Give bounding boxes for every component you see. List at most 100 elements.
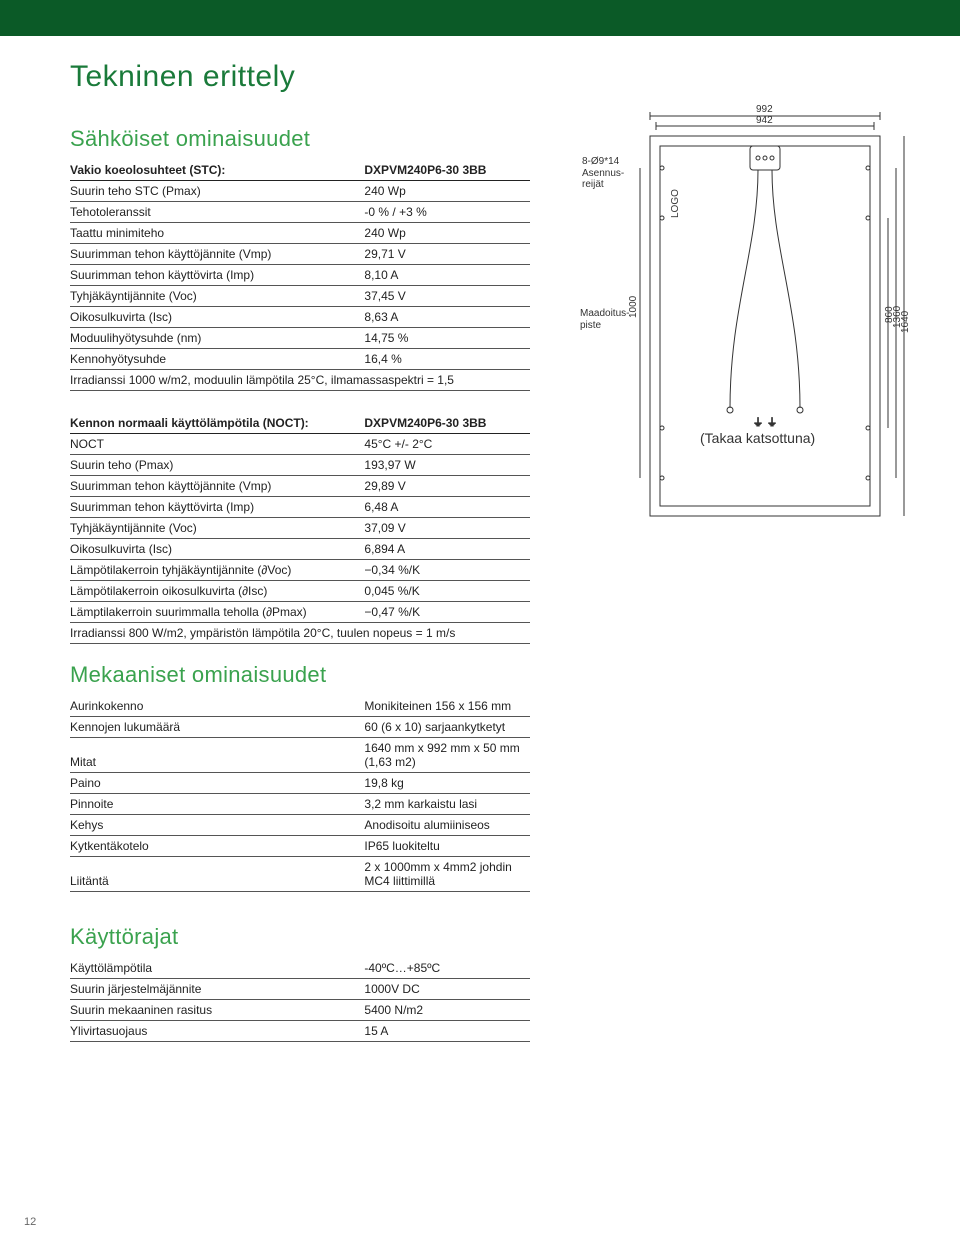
spec-label: Suurin järjestelmäjännite <box>70 979 364 1000</box>
spec-label: Aurinkokenno <box>70 696 364 717</box>
svg-text:⏚: ⏚ <box>767 417 777 429</box>
spec-label: Liitäntä <box>70 857 364 892</box>
spec-label: Moduulihyötysuhde (nm) <box>70 328 364 349</box>
svg-text:⏚: ⏚ <box>753 417 763 429</box>
spec-label: Oikosulkuvirta (Isc) <box>70 539 364 560</box>
spec-label: Kennohyötysuhde <box>70 349 364 370</box>
spec-label: Oikosulkuvirta (Isc) <box>70 307 364 328</box>
spec-label: Kehys <box>70 815 364 836</box>
spec-value: 2 x 1000mm x 4mm2 johdin MC4 liittimillä <box>364 857 530 892</box>
table-row: Käyttölämpötila-40ºC…+85ºC <box>70 958 530 979</box>
table-row: Liitäntä2 x 1000mm x 4mm2 johdin MC4 lii… <box>70 857 530 892</box>
section-mechanical-heading: Mekaaniset ominaisuudet <box>70 662 530 688</box>
stc-head-l: Vakio koeolosuhteet (STC): <box>70 160 364 181</box>
spec-value: 193,97 W <box>364 455 530 476</box>
table-row: Tyhjäkäyntijännite (Voc)37,45 V <box>70 286 530 307</box>
stc-head-r: DXPVM240P6-30 3BB <box>364 160 530 181</box>
spec-label: NOCT <box>70 434 364 455</box>
table-row: Moduulihyötysuhde (nm)14,75 % <box>70 328 530 349</box>
stc-table: Vakio koeolosuhteet (STC): DXPVM240P6-30… <box>70 160 530 391</box>
spec-value: 1640 mm x 992 mm x 50 mm (1,63 m2) <box>364 738 530 773</box>
table-row: Suurin järjestelmäjännite1000V DC <box>70 979 530 1000</box>
table-row: KytkentäkoteloIP65 luokiteltu <box>70 836 530 857</box>
spec-label: Mitat <box>70 738 364 773</box>
spec-label: Suurin teho (Pmax) <box>70 455 364 476</box>
spec-value: −0,34 %/K <box>364 560 530 581</box>
table-row: Tehotoleranssit-0 % / +3 % <box>70 202 530 223</box>
noct-footnote: Irradianssi 800 W/m2, ympäristön lämpöti… <box>70 623 530 644</box>
spec-value: Anodisoitu alumiiniseos <box>364 815 530 836</box>
table-row: Kennojen lukumäärä60 (6 x 10) sarjaankyt… <box>70 717 530 738</box>
spec-value: 14,75 % <box>364 328 530 349</box>
dim-top-inner: 942 <box>756 115 773 127</box>
table-row: Lämpötilakerroin oikosulkuvirta (∂Isc)0,… <box>70 581 530 602</box>
spec-label: Suurin mekaaninen rasitus <box>70 1000 364 1021</box>
label-mount-holes: 8-Ø9*14 Asennus- reijät <box>582 156 624 191</box>
spec-value: 8,63 A <box>364 307 530 328</box>
spec-value: 16,4 % <box>364 349 530 370</box>
table-row: Suurimman tehon käyttövirta (Imp)6,48 A <box>70 497 530 518</box>
stc-footnote: Irradianssi 1000 w/m2, moduulin lämpötil… <box>70 370 530 391</box>
table-row: Suurimman tehon käyttöjännite (Vmp)29,89… <box>70 476 530 497</box>
spec-value: 29,71 V <box>364 244 530 265</box>
spec-value: 60 (6 x 10) sarjaankytketyt <box>364 717 530 738</box>
noct-table: Kennon normaali käyttölämpötila (NOCT): … <box>70 413 530 644</box>
table-row: Oikosulkuvirta (Isc)8,63 A <box>70 307 530 328</box>
spec-label: Ylivirtasuojaus <box>70 1021 364 1042</box>
dim-h-inner: 1000 <box>628 296 640 318</box>
table-row: AurinkokennoMonikiteinen 156 x 156 mm <box>70 696 530 717</box>
spec-label: Lämptilakerroin suurimmalla teholla (∂Pm… <box>70 602 364 623</box>
spec-value: 240 Wp <box>364 181 530 202</box>
page-title: Tekninen erittely <box>70 60 920 94</box>
spec-label: Lämpötilakerroin oikosulkuvirta (∂Isc) <box>70 581 364 602</box>
table-row: Kennohyötysuhde16,4 % <box>70 349 530 370</box>
spec-label: Taattu minimiteho <box>70 223 364 244</box>
spec-value: 15 A <box>364 1021 530 1042</box>
table-row: NOCT45°C +/- 2°C <box>70 434 530 455</box>
table-row: Suurin mekaaninen rasitus5400 N/m2 <box>70 1000 530 1021</box>
table-head: Kennon normaali käyttölämpötila (NOCT): … <box>70 413 530 434</box>
spec-value: 6,48 A <box>364 497 530 518</box>
table-row: Lämptilakerroin suurimmalla teholla (∂Pm… <box>70 602 530 623</box>
spec-value: -40ºC…+85ºC <box>364 958 530 979</box>
panel-diagram-svg: ⏚ ⏚ <box>580 108 920 538</box>
spec-value: 240 Wp <box>364 223 530 244</box>
spec-value: 19,8 kg <box>364 773 530 794</box>
table-row: Taattu minimiteho240 Wp <box>70 223 530 244</box>
noct-head-l: Kennon normaali käyttölämpötila (NOCT): <box>70 413 364 434</box>
spec-label: Lämpötilakerroin tyhjäkäyntijännite (∂Vo… <box>70 560 364 581</box>
section-electrical-heading: Sähköiset ominaisuudet <box>70 126 530 152</box>
table-row: Suurimman tehon käyttövirta (Imp)8,10 A <box>70 265 530 286</box>
spec-value: 5400 N/m2 <box>364 1000 530 1021</box>
dim-right3: 1640 <box>900 311 912 333</box>
table-row: Lämpötilakerroin tyhjäkäyntijännite (∂Vo… <box>70 560 530 581</box>
label-logo: LOGO <box>670 189 682 218</box>
spec-value: 3,2 mm karkaistu lasi <box>364 794 530 815</box>
spec-value: 0,045 %/K <box>364 581 530 602</box>
table-row: Suurimman tehon käyttöjännite (Vmp)29,71… <box>70 244 530 265</box>
spec-value: 8,10 A <box>364 265 530 286</box>
label-ground: Maadoitus- piste <box>580 308 629 331</box>
page-number: 12 <box>24 1216 36 1228</box>
spec-label: Pinnoite <box>70 794 364 815</box>
diagram-caption: (Takaa katsottuna) <box>700 430 815 446</box>
noct-head-r: DXPVM240P6-30 3BB <box>364 413 530 434</box>
table-row: Mitat1640 mm x 992 mm x 50 mm (1,63 m2) <box>70 738 530 773</box>
table-head: Vakio koeolosuhteet (STC): DXPVM240P6-30… <box>70 160 530 181</box>
spec-label: Käyttölämpötila <box>70 958 364 979</box>
spec-label: Kennojen lukumäärä <box>70 717 364 738</box>
spec-label: Tyhjäkäyntijännite (Voc) <box>70 286 364 307</box>
spec-label: Paino <box>70 773 364 794</box>
spec-value: Monikiteinen 156 x 156 mm <box>364 696 530 717</box>
spec-value: 45°C +/- 2°C <box>364 434 530 455</box>
spec-value: 37,45 V <box>364 286 530 307</box>
table-row: Suurin teho STC (Pmax)240 Wp <box>70 181 530 202</box>
limits-table: Käyttölämpötila-40ºC…+85ºCSuurin järjest… <box>70 958 530 1042</box>
table-row: KehysAnodisoitu alumiiniseos <box>70 815 530 836</box>
table-row: Suurin teho (Pmax)193,97 W <box>70 455 530 476</box>
table-row: Ylivirtasuojaus15 A <box>70 1021 530 1042</box>
spec-value: 6,894 A <box>364 539 530 560</box>
spec-label: Suurimman tehon käyttövirta (Imp) <box>70 497 364 518</box>
spec-label: Suurin teho STC (Pmax) <box>70 181 364 202</box>
table-row: Tyhjäkäyntijännite (Voc)37,09 V <box>70 518 530 539</box>
